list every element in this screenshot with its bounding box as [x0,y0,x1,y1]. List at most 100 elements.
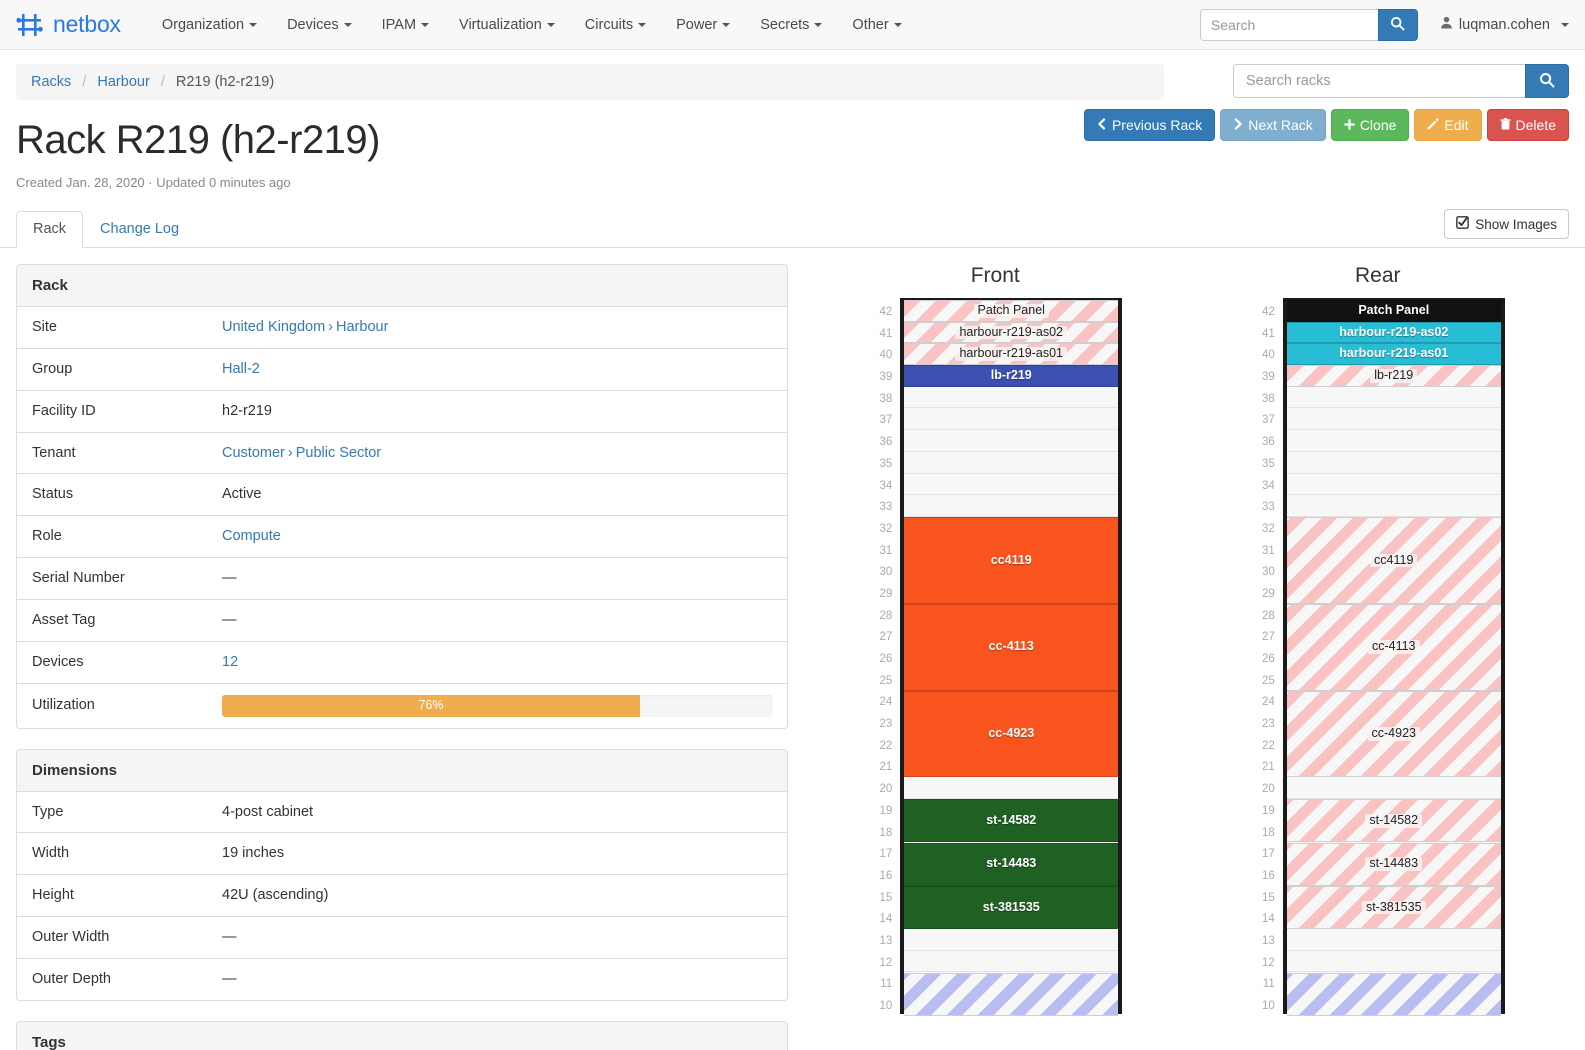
rear-empty-unit-20[interactable] [1286,777,1501,799]
tab-change-log[interactable]: Change Log [100,220,180,237]
front-device-cc-4923[interactable]: cc-4923 [904,690,1119,778]
front-device-st-14582[interactable]: st-14582 [904,799,1119,843]
rear-device-patch-panel[interactable]: Patch Panel [1286,300,1501,322]
rear-rack-frame: Patch Panel harbour-r219-as02 harbour-r219… [1282,298,1505,1017]
row-value: United Kingdom › Harbour [207,307,787,348]
nav-item-virtualization[interactable]: Virtualization [444,11,570,39]
front-unit-label-41: 41 [879,327,893,340]
rear-device-cc-4113[interactable]: cc-4113 [1286,603,1501,691]
breadcrumb: Racks / Harbour / R219 (h2-r219) [16,64,1164,100]
action-buttons: Previous Rack Next Rack Clone Edit Delet… [1083,109,1569,141]
front-device-harbour-r219-as01[interactable]: harbour-r219-as01 [904,343,1119,366]
front-empty-unit-38[interactable] [904,386,1119,409]
front-unit-label-22: 22 [879,739,893,752]
page-meta: Created Jan. 28, 2020 · Updated 0 minute… [16,175,291,190]
front-device-patch-panel[interactable]: Patch Panel [904,300,1119,322]
front-empty-unit-13[interactable] [904,928,1119,951]
front-device-st-381535[interactable]: st-381535 [904,885,1119,930]
clone-button[interactable]: Clone [1330,109,1410,141]
rear-device-st-14582[interactable]: st-14582 [1286,799,1501,843]
rear-empty-unit-13[interactable] [1286,928,1501,951]
rear-empty-unit-38[interactable] [1286,386,1501,409]
front-device-cc4119[interactable]: cc4119 [904,517,1119,604]
front-empty-unit-36[interactable] [904,430,1119,452]
edit-button[interactable]: Edit [1414,109,1482,141]
chevron-down-icon [893,22,902,27]
rear-empty-unit-33[interactable] [1286,495,1501,517]
front-empty-unit-20[interactable] [904,777,1119,799]
rear-unit-label-23: 23 [1261,718,1275,731]
breadcrumb-racks[interactable]: Racks [31,74,72,90]
front-device-unnamed-10[interactable] [904,972,1119,1017]
rear-device-harbour-r219-as01[interactable]: harbour-r219-as01 [1286,343,1501,366]
device-label: harbour-r219-as02 [955,325,1068,340]
group-link[interactable]: Hall-2 [222,360,260,377]
breadcrumb-current: R219 (h2-r219) [175,74,275,90]
role-link[interactable]: Compute [222,528,281,545]
rear-empty-unit-12[interactable] [1286,950,1501,973]
rear-empty-unit-36[interactable] [1286,430,1501,452]
front-empty-unit-12[interactable] [904,950,1119,973]
front-unit-label-30: 30 [879,566,893,579]
rear-device-st-381535[interactable]: st-381535 [1286,885,1501,930]
tenant-link[interactable]: Public Sector [295,444,382,461]
next-rack-button[interactable]: Next Rack [1220,109,1326,141]
row-value: — [222,570,237,587]
netbox-logo-link[interactable]: netbox [16,11,121,39]
rear-unit-label-28: 28 [1261,609,1275,622]
chevron-down-icon [546,22,555,27]
front-empty-unit-35[interactable] [904,451,1119,474]
tags-panel: Tags No tags assigned [16,1020,788,1050]
rear-device-unnamed-10[interactable] [1286,972,1501,1017]
status-badge: Active [222,486,262,503]
nav-item-power[interactable]: Power [661,11,745,39]
rear-unit-label-39: 39 [1261,371,1275,384]
rear-unit-label-33: 33 [1261,501,1275,514]
tab-rack[interactable]: Rack [16,210,84,248]
device-label: lb-r219 [1370,368,1418,383]
device-label: harbour-r219-as01 [955,347,1068,362]
front-device-lb-r219[interactable]: lb-r219 [904,365,1119,387]
nav-item-circuits[interactable]: Circuits [570,11,661,39]
tenant-group-link[interactable]: Customer [222,444,285,461]
device-label: Patch Panel [1358,302,1430,317]
rear-empty-unit-35[interactable] [1286,451,1501,474]
front-empty-unit-34[interactable] [904,473,1119,496]
devices-count-link[interactable]: 12 [222,653,239,670]
rear-device-harbour-r219-as02[interactable]: harbour-r219-as02 [1286,321,1501,344]
nav-item-ipam[interactable]: IPAM [367,11,444,39]
delete-button[interactable]: Delete [1486,109,1569,141]
global-search [1199,8,1418,41]
global-search-input[interactable] [1199,8,1378,41]
nav-item-secrets[interactable]: Secrets [745,11,837,39]
row-value: h2-r219 [222,402,272,419]
front-device-harbour-r219-as02[interactable]: harbour-r219-as02 [904,321,1119,344]
show-images-button[interactable]: Show Images [1444,209,1569,239]
nav-item-organization[interactable]: Organization [147,11,272,39]
front-unit-label-34: 34 [879,479,893,492]
rear-device-cc4119[interactable]: cc4119 [1286,517,1501,604]
row-label: Outer Width [32,929,110,946]
nav-item-other[interactable]: Other [837,11,916,39]
global-search-button[interactable] [1377,8,1418,41]
table-row: Outer Width — [17,917,787,959]
site-link[interactable]: Harbour [336,319,389,335]
rear-device-st-14483[interactable]: st-14483 [1286,842,1501,886]
front-empty-unit-37[interactable] [904,408,1119,431]
front-device-st-14483[interactable]: st-14483 [904,842,1119,886]
nav-item-devices[interactable]: Devices [272,11,367,39]
rear-empty-unit-34[interactable] [1286,473,1501,496]
front-device-cc-4113[interactable]: cc-4113 [904,603,1119,691]
rear-empty-unit-37[interactable] [1286,408,1501,431]
rear-device-lb-r219[interactable]: lb-r219 [1286,365,1501,387]
rack-search-input[interactable] [1233,64,1525,98]
front-empty-unit-33[interactable] [904,495,1119,517]
page-title: Rack R219 (h2-r219) [16,118,381,162]
rack-search-button[interactable] [1525,64,1569,98]
user-menu[interactable]: luqman.cohen [1440,16,1569,33]
breadcrumb-site[interactable]: Harbour [97,74,150,90]
site-region-link[interactable]: United Kingdom [222,319,326,335]
previous-rack-button[interactable]: Previous Rack [1083,109,1216,141]
device-label: harbour-r219-as02 [1339,324,1449,339]
rear-device-cc-4923[interactable]: cc-4923 [1286,690,1501,778]
